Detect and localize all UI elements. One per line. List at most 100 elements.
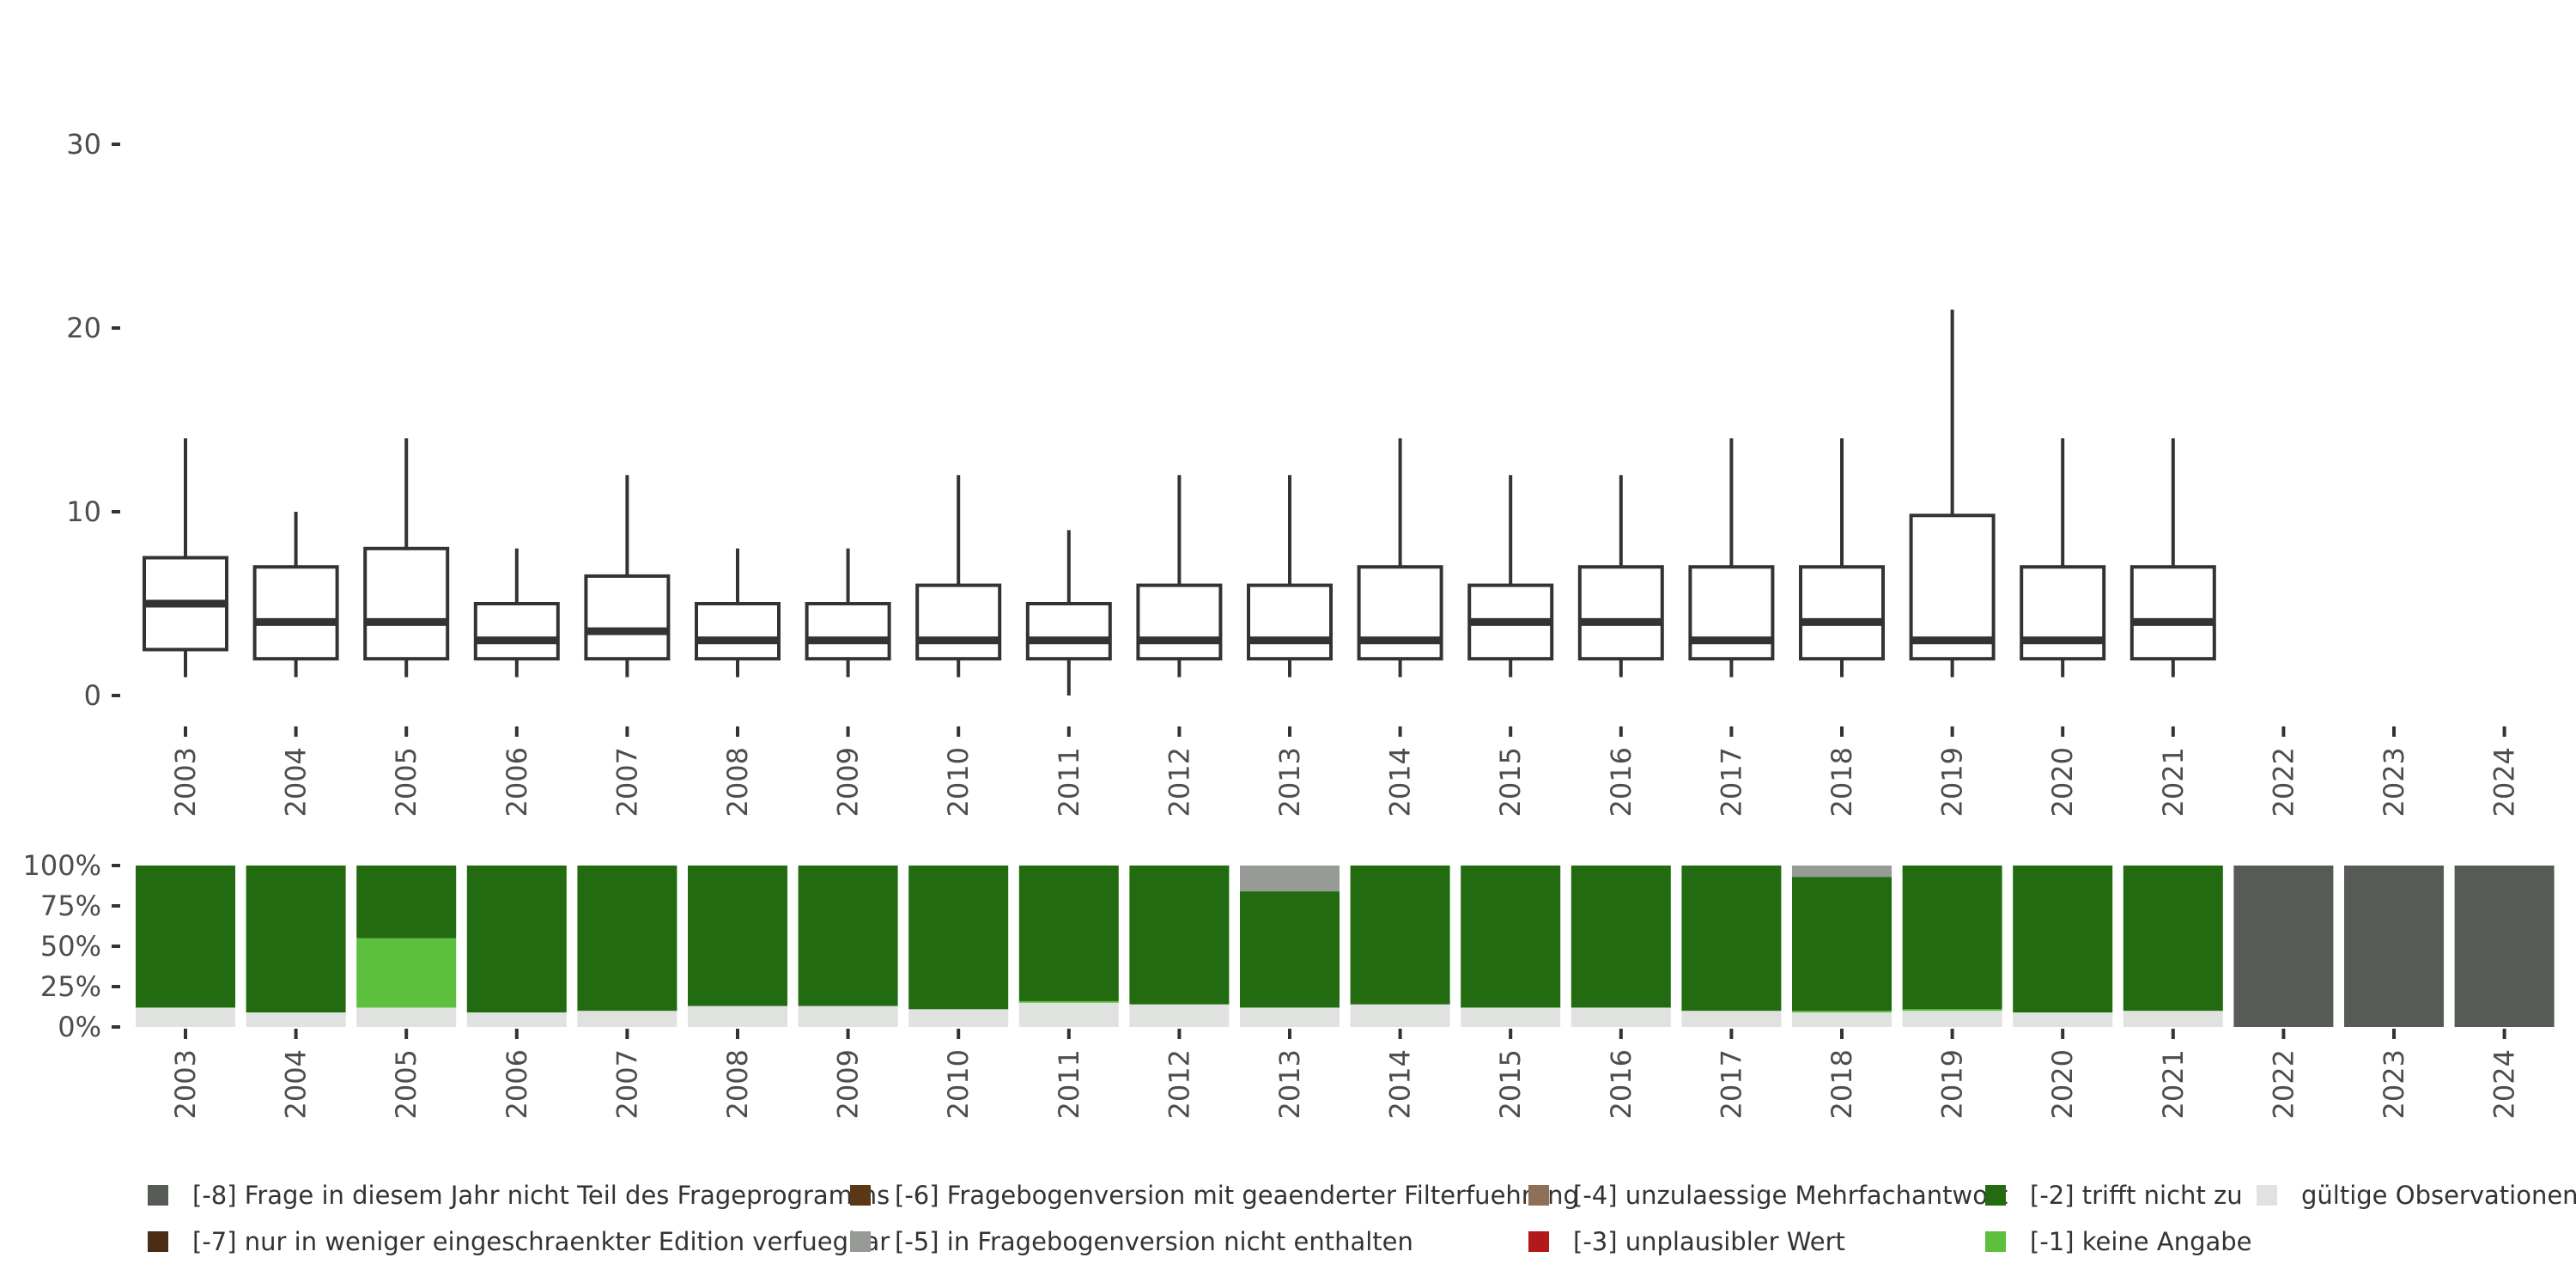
bar-segment-m2 — [246, 866, 346, 1013]
iqr-box — [1577, 565, 1664, 661]
iqr-box — [1025, 602, 1112, 661]
x-tick-label: 2014 — [1384, 747, 1417, 817]
bar-2014 — [1350, 866, 1450, 1027]
box-2021 — [2129, 438, 2216, 677]
y-tick-label: 25% — [40, 970, 101, 1003]
bar-segment-valid — [798, 1005, 898, 1027]
box-2019 — [1909, 309, 1996, 677]
iqr-box — [1688, 565, 1775, 661]
legend-item: [-4] unzulaessige Mehrfachantwort — [1528, 1181, 2008, 1210]
x-tick-label: 2006 — [501, 1049, 533, 1119]
box-2017 — [1688, 438, 1775, 677]
bar-segment-m5 — [1240, 866, 1340, 892]
iqr-box — [695, 602, 781, 661]
bar-segment-valid — [2123, 1011, 2223, 1027]
bar-2003 — [136, 866, 235, 1027]
bar-2019 — [1902, 866, 2002, 1027]
bar-segment-m5 — [1792, 866, 1892, 878]
iqr-box — [1799, 565, 1885, 661]
legend-item: [-6] Fragebogenversion mit geaenderter F… — [850, 1181, 1579, 1210]
box-2005 — [363, 438, 450, 677]
box-2012 — [1136, 475, 1223, 677]
x-tick-label: 2017 — [1715, 1049, 1747, 1119]
x-tick-label: 2024 — [2488, 1049, 2521, 1119]
bar-segment-m2 — [798, 866, 898, 1006]
legend-swatch — [1985, 1231, 2006, 1252]
bar-segment-valid — [1792, 1012, 1892, 1027]
legend-swatch — [1985, 1185, 2006, 1206]
bar-2006 — [466, 866, 567, 1027]
x-tick-label: 2016 — [1605, 747, 1637, 817]
x-tick-label: 2004 — [280, 1049, 313, 1119]
bar-segment-m2 — [1571, 866, 1671, 1008]
bar-segment-valid — [466, 1012, 567, 1027]
x-tick-label: 2009 — [832, 747, 865, 817]
bar-segment-valid — [577, 1011, 677, 1027]
bar-segment-valid — [356, 1007, 457, 1027]
bar-segment-m1 — [1902, 1009, 2002, 1012]
bar-2016 — [1571, 866, 1671, 1027]
x-tick-label: 2003 — [169, 1049, 202, 1119]
legend-item: [-7] nur in weniger eingeschraenkter Edi… — [148, 1227, 890, 1256]
bar-segment-m2 — [136, 866, 235, 1008]
legend-item: [-3] unplausibler Wert — [1528, 1227, 1845, 1256]
bar-segment-m2 — [1350, 866, 1450, 1005]
y-tick-label: 75% — [40, 890, 101, 922]
box-2008 — [695, 548, 781, 677]
y-tick-label: 10 — [66, 495, 101, 528]
bar-segment-m2 — [908, 866, 1009, 1010]
bar-2004 — [246, 866, 346, 1027]
iqr-box — [473, 602, 560, 661]
box-2015 — [1467, 475, 1554, 677]
bar-segment-valid — [136, 1007, 235, 1027]
bar-2015 — [1461, 866, 1561, 1027]
box-2011 — [1025, 530, 1112, 696]
x-tick-label: 2004 — [280, 747, 313, 817]
bar-segment-m8 — [2344, 866, 2444, 1027]
x-tick-label: 2008 — [721, 747, 754, 817]
x-tick-label: 2010 — [942, 1049, 975, 1119]
x-tick-label: 2012 — [1163, 1049, 1195, 1119]
bar-segment-m2 — [1902, 866, 2002, 1010]
x-tick-label: 2019 — [1936, 1049, 1969, 1119]
bar-segment-m2 — [1018, 866, 1119, 1001]
boxplot-boxes — [143, 309, 2216, 696]
bar-segment-m8 — [2233, 866, 2334, 1027]
bar-segment-valid — [1129, 1004, 1230, 1027]
x-tick-label: 2021 — [2157, 1049, 2190, 1119]
bar-segment-m2 — [466, 866, 567, 1013]
bar-2017 — [1681, 866, 1782, 1027]
box-2016 — [1577, 475, 1664, 677]
bar-segment-m2 — [1461, 866, 1561, 1008]
x-tick-label: 2019 — [1936, 747, 1969, 817]
x-tick-label: 2022 — [2267, 747, 2300, 817]
legend-label: [-8] Frage in diesem Jahr nicht Teil des… — [192, 1181, 890, 1210]
boxplot-y-axis: 0 10 20 30 — [66, 128, 120, 712]
iqr-box — [2020, 565, 2106, 661]
box-2018 — [1799, 438, 1885, 677]
legend-swatch — [1528, 1231, 1549, 1252]
boxplot-x-axis: 2003 2004 2005 2006 2007 2008 2009 2010 2011 2012… — [169, 726, 2521, 817]
box-2003 — [143, 438, 228, 677]
bar-segment-valid — [1018, 1002, 1119, 1027]
bar-2021 — [2123, 866, 2223, 1027]
bar-segment-valid — [688, 1005, 787, 1027]
iqr-box — [252, 565, 339, 661]
box-2014 — [1357, 438, 1443, 677]
x-tick-label: 2006 — [501, 747, 533, 817]
stacked-bar-y-axis: 0% 25% 50% 75% 100% — [23, 849, 120, 1043]
x-tick-label: 2003 — [169, 747, 202, 817]
bar-2024 — [2454, 866, 2555, 1027]
stacked-bars — [136, 866, 2555, 1027]
iqr-box — [363, 546, 450, 661]
y-tick-label: 20 — [66, 312, 101, 344]
bar-segment-m1 — [1792, 1011, 1892, 1013]
bar-segment-valid — [1571, 1007, 1671, 1027]
bar-2010 — [908, 866, 1009, 1027]
x-tick-label: 2015 — [1494, 1049, 1527, 1119]
bar-segment-m2 — [1240, 891, 1340, 1008]
bar-segment-m2 — [356, 866, 457, 939]
x-tick-label: 2020 — [2046, 1049, 2079, 1119]
bar-segment-valid — [1240, 1007, 1340, 1027]
